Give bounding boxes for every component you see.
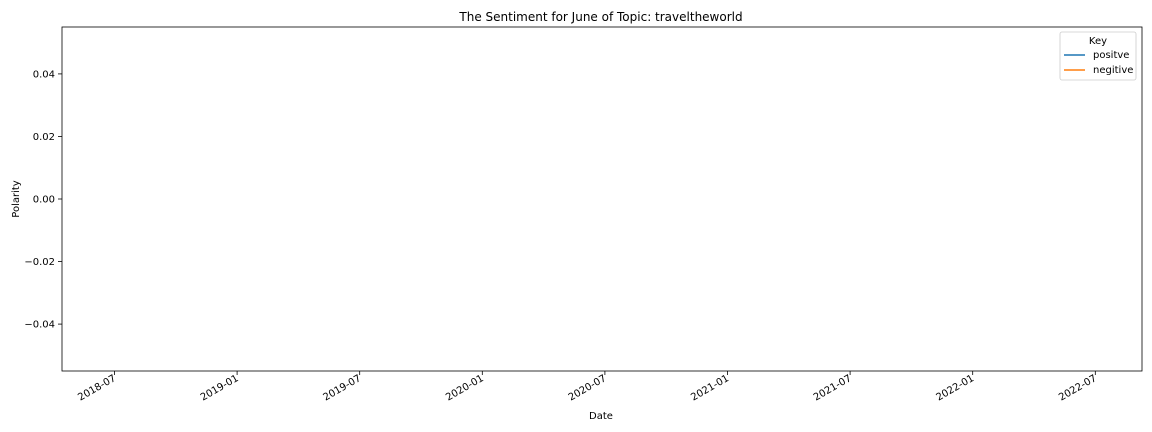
y-axis: 0.04 0.02 0.00 −0.02 −0.04	[24, 69, 62, 331]
x-tick-label: 2020-01	[444, 373, 486, 403]
x-tick-label: 2018-07	[76, 373, 118, 403]
x-axis-label: Date	[589, 411, 613, 422]
y-tick-label: −0.04	[24, 320, 55, 331]
legend-frame	[1059, 31, 1137, 81]
y-tick-label: 0.04	[33, 69, 55, 80]
x-axis: 2018-07 2019-01 2019-07 2020-01 2020-07 2021-…	[76, 371, 1099, 403]
y-tick-label: 0.02	[33, 132, 55, 143]
x-tick-label: 2022-01	[935, 373, 977, 403]
y-tick-label: 0.00	[33, 195, 55, 206]
y-axis-label: Polarity	[11, 180, 22, 218]
legend-title: Key	[1089, 36, 1107, 47]
x-tick-label: 2021-07	[812, 373, 854, 403]
x-tick-label: 2022-07	[1057, 373, 1099, 403]
x-tick-label: 2019-01	[199, 373, 241, 403]
plot-area	[61, 26, 1143, 372]
legend: Key positve negitive	[1059, 31, 1137, 81]
x-tick-label: 2020-07	[567, 373, 609, 403]
legend-label-negitive: negitive	[1093, 65, 1133, 76]
chart-title: The Sentiment for June of Topic: travelt…	[458, 10, 742, 24]
x-tick-label: 2019-07	[322, 373, 364, 403]
x-tick-label: 2021-01	[689, 373, 731, 403]
y-tick-label: −0.02	[24, 257, 55, 268]
legend-label-positve: positve	[1093, 50, 1129, 61]
